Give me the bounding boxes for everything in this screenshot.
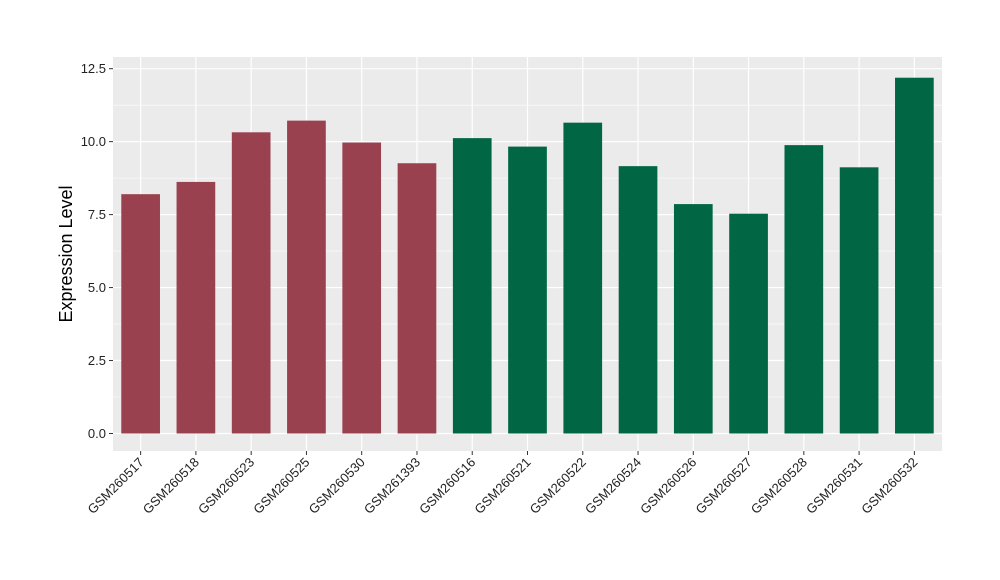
y-axis: 0.0 2.5 5.0 7.5 10.0 12.5 [81, 61, 113, 441]
bar-GSM260524 [618, 166, 658, 434]
bar-GSM261393 [397, 163, 437, 434]
y-axis-title: Expression Level [56, 185, 76, 322]
bar-GSM260525 [287, 120, 326, 434]
bar-GSM260518 [176, 181, 216, 434]
y-tick-label: 0.0 [88, 426, 106, 441]
bar-GSM260531 [839, 167, 879, 434]
bar-GSM260528 [784, 145, 824, 434]
x-tick-label: GSM260526 [637, 455, 699, 517]
bar-GSM260527 [729, 213, 768, 434]
x-axis: GSM260517GSM260518GSM260523GSM260525GSM2… [85, 451, 920, 517]
bar-GSM260526 [673, 204, 713, 434]
bar-GSM260521 [508, 146, 547, 434]
y-tick-label: 7.5 [88, 207, 106, 222]
x-tick-label: GSM260518 [140, 455, 202, 517]
bars [121, 77, 934, 434]
x-tick-label: GSM260523 [195, 455, 257, 517]
x-tick-label: GSM260524 [582, 455, 644, 517]
bar-GSM260516 [452, 138, 492, 434]
x-tick-label: GSM260521 [471, 455, 533, 517]
x-tick-label: GSM260532 [858, 455, 920, 517]
x-tick-label: GSM260530 [306, 455, 368, 517]
bar-GSM260530 [342, 142, 382, 434]
x-tick-label: GSM261393 [361, 455, 423, 517]
bar-GSM260522 [563, 122, 603, 434]
bar-GSM260532 [895, 77, 934, 434]
x-tick-label: GSM260522 [527, 455, 589, 517]
x-tick-label: GSM260531 [803, 455, 865, 517]
y-tick-label: 10.0 [81, 134, 106, 149]
bar-GSM260517 [121, 194, 160, 434]
y-tick-label: 2.5 [88, 353, 106, 368]
bar-GSM260523 [231, 132, 271, 434]
x-tick-label: GSM260517 [85, 455, 147, 517]
y-tick-label: 12.5 [81, 61, 106, 76]
y-tick-label: 5.0 [88, 280, 106, 295]
x-tick-label: GSM260528 [748, 455, 810, 517]
x-tick-label: GSM260516 [416, 455, 478, 517]
x-tick-label: GSM260527 [692, 455, 754, 517]
x-tick-label: GSM260525 [250, 455, 312, 517]
